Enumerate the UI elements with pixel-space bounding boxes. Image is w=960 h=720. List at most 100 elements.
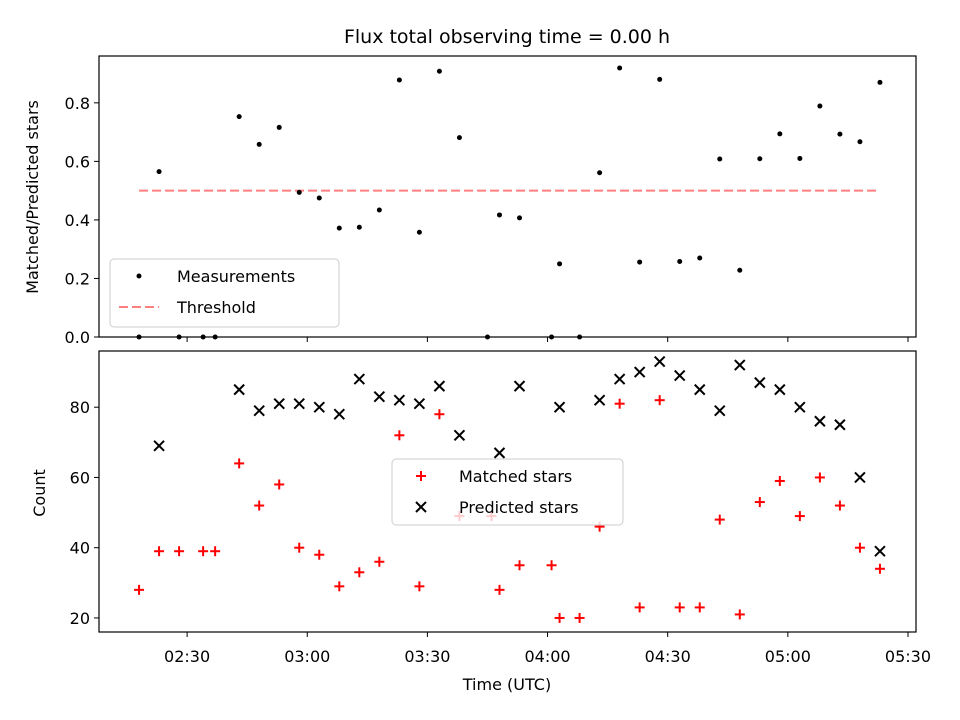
measurement-point xyxy=(877,79,883,85)
measurement-point xyxy=(697,255,703,261)
measurement-point xyxy=(156,169,162,175)
top-x-ticks xyxy=(186,337,909,342)
matched-star-point xyxy=(754,497,765,508)
predicted-star-point xyxy=(874,545,886,557)
predicted-star-point xyxy=(413,397,426,410)
x-tick-label: 04:00 xyxy=(524,647,570,666)
legend-matched-marker xyxy=(416,471,426,481)
predicted-star-point xyxy=(373,390,386,403)
measurement-point xyxy=(517,215,523,221)
matched-star-point xyxy=(774,475,785,486)
legend-measurements-label: Measurements xyxy=(177,267,295,286)
matched-star-point xyxy=(434,409,445,420)
predicted-star-point xyxy=(353,373,366,385)
measurement-point xyxy=(757,156,763,162)
matched-star-point xyxy=(394,430,405,441)
predicted-star-point xyxy=(273,397,285,410)
predicted-star-point xyxy=(613,373,626,385)
predicted-star-point xyxy=(453,429,466,442)
matched-star-point xyxy=(794,511,805,522)
bottom-panel: Count Time (UTC) 20 40 60 80 02:30 03:00 03:3… xyxy=(30,350,931,694)
bottom-y-tick-label: 60 xyxy=(70,468,90,487)
measurement-point xyxy=(396,77,402,83)
measurement-point xyxy=(316,195,322,201)
matched-star-point xyxy=(814,472,825,483)
top-y-tick-label: 0.2 xyxy=(65,269,90,288)
x-axis-label: Time (UTC) xyxy=(462,675,551,694)
legend-measurements-marker xyxy=(136,273,142,279)
predicted-star-point xyxy=(633,366,646,378)
legend-predicted-marker xyxy=(415,501,427,513)
matched-star-point xyxy=(210,546,221,557)
matched-star-point xyxy=(494,584,505,595)
predicted-star-point xyxy=(834,419,846,431)
matched-star-point xyxy=(154,546,165,557)
predicted-star-point xyxy=(313,401,325,413)
measurement-point xyxy=(236,114,242,120)
matched-star-point xyxy=(634,602,645,613)
matched-star-point xyxy=(134,584,145,595)
matched-star-point xyxy=(254,500,265,511)
measurement-point xyxy=(797,155,803,161)
measurement-point xyxy=(817,103,823,109)
matched-star-point xyxy=(514,560,525,571)
bottom-y-tick-label: 80 xyxy=(70,398,90,417)
bottom-marks xyxy=(134,355,886,623)
legend-predicted-label: Predicted stars xyxy=(459,498,579,517)
measurement-point xyxy=(677,258,683,264)
predicted-star-point xyxy=(714,405,726,417)
matched-star-point xyxy=(694,602,705,613)
predicted-star-point xyxy=(433,380,446,392)
bottom-y-ticks: 20 40 60 80 xyxy=(70,398,99,628)
bottom-y-tick-label: 20 xyxy=(70,609,90,628)
measurement-point xyxy=(597,170,603,176)
measurement-point xyxy=(557,261,563,267)
predicted-star-point xyxy=(794,401,806,413)
predicted-star-point xyxy=(293,397,305,410)
predicted-star-point xyxy=(854,471,866,484)
measurement-point xyxy=(837,131,843,137)
top-y-tick-label: 0.0 xyxy=(65,328,90,347)
top-y-tick-label: 0.6 xyxy=(65,152,90,171)
predicted-star-point xyxy=(233,383,245,396)
predicted-star-point xyxy=(674,369,686,382)
matched-star-point xyxy=(714,514,725,525)
legend-matched-label: Matched stars xyxy=(459,467,572,486)
bottom-y-axis-label: Count xyxy=(30,469,49,517)
x-tick-label: 03:30 xyxy=(404,647,450,666)
x-tick-label: 02:30 xyxy=(164,647,210,666)
matched-star-point xyxy=(734,609,745,620)
measurement-point xyxy=(456,135,462,141)
matched-star-point xyxy=(314,549,325,560)
predicted-star-point xyxy=(493,447,506,459)
measurement-point xyxy=(276,124,282,130)
predicted-star-point xyxy=(653,355,666,368)
measurement-point xyxy=(777,131,783,137)
matched-star-point xyxy=(854,542,865,553)
measurement-point xyxy=(717,156,723,162)
predicted-star-point xyxy=(774,383,786,396)
predicted-star-point xyxy=(333,408,346,420)
bottom-legend-box xyxy=(391,458,624,526)
matched-star-point xyxy=(834,500,845,511)
x-tick-label: 05:30 xyxy=(885,647,931,666)
top-y-tick-label: 0.4 xyxy=(65,211,90,230)
matched-star-point xyxy=(414,581,425,592)
matched-star-point xyxy=(614,398,625,409)
x-tick-label: 05:00 xyxy=(765,647,811,666)
bottom-plot-frame xyxy=(98,350,917,633)
top-legend-box xyxy=(109,258,340,328)
predicted-star-point xyxy=(393,394,406,406)
matched-star-point xyxy=(546,560,557,571)
matched-star-point xyxy=(234,458,245,469)
bottom-y-tick-label: 40 xyxy=(70,539,90,558)
measurement-point xyxy=(657,76,663,82)
predicted-star-point xyxy=(814,415,826,427)
matched-star-point xyxy=(294,542,305,553)
measurement-point xyxy=(256,141,262,147)
predicted-star-point xyxy=(553,401,566,413)
measurement-point xyxy=(637,259,643,265)
measurement-point xyxy=(617,65,623,71)
matched-star-point xyxy=(554,612,565,623)
